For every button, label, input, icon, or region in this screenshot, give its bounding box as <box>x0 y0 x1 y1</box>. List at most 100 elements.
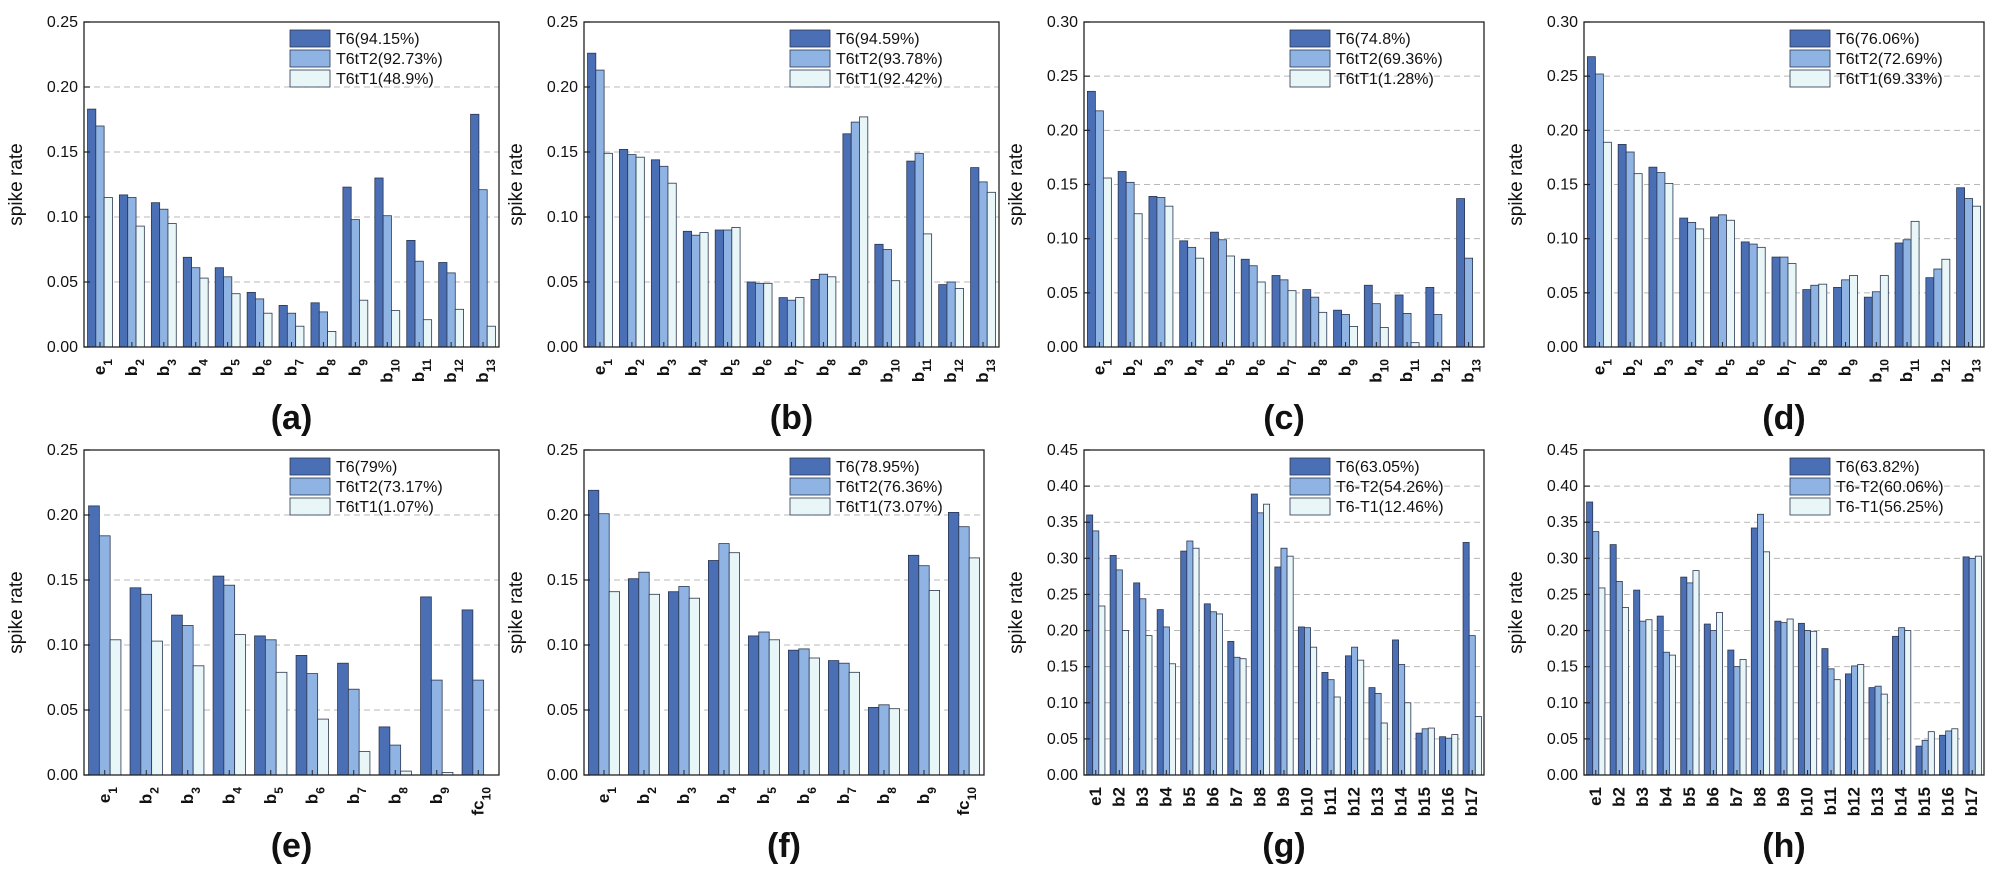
y-tick-label: 0.05 <box>47 702 78 719</box>
y-tick-label: 0.45 <box>1047 442 1078 459</box>
bar-t6 <box>1710 216 1719 348</box>
y-tick-label: 0.10 <box>1547 695 1578 712</box>
bar-t6 <box>650 159 661 348</box>
bar-t6 <box>1392 639 1399 776</box>
bar-t2 <box>1709 630 1717 776</box>
bar-t1 <box>648 593 661 776</box>
x-tick-label: b7 <box>1227 787 1246 807</box>
bar-t2 <box>918 565 930 776</box>
bar-t2 <box>1964 198 1974 348</box>
x-tick-label: b4 <box>1656 786 1675 806</box>
bar-t2 <box>1810 284 1820 348</box>
bar-t2 <box>1310 296 1320 348</box>
panel-label: (a) <box>271 399 313 437</box>
bar-t2 <box>1827 668 1835 776</box>
bar-t1 <box>1121 630 1129 776</box>
x-tick-label: b13 <box>1459 359 1484 383</box>
bar-t2 <box>1156 197 1166 348</box>
legend-entry: T6(63.82%) <box>1836 459 1920 476</box>
bar-t6 <box>1656 615 1664 776</box>
bar-t6 <box>1363 284 1373 348</box>
x-tick-label: b9 <box>1274 787 1293 807</box>
x-tick-label: b9 <box>845 359 870 376</box>
x-tick-label: e1 <box>1586 787 1605 806</box>
x-tick-label: b10 <box>1298 787 1317 816</box>
bar-t6 <box>1180 550 1188 776</box>
legend-entry: T6tT2(69.36%) <box>1336 51 1443 68</box>
legend-entry: T6-T1(56.25%) <box>1836 499 1944 516</box>
x-tick-label: e1 <box>1086 787 1105 806</box>
bar-t1 <box>1941 258 1951 348</box>
x-tick-label: b6 <box>750 359 775 376</box>
y-tick-label: 0.05 <box>547 274 578 291</box>
bar-t6 <box>310 302 320 348</box>
bar-t6 <box>778 297 788 348</box>
x-tick-label: b9 <box>427 787 452 804</box>
bar-t6 <box>295 655 308 776</box>
x-tick-label: b3 <box>1133 787 1152 807</box>
legend-entry: T6tT2(93.78%) <box>836 51 943 68</box>
bar-t6 <box>1439 736 1447 776</box>
bar-t1 <box>486 325 496 348</box>
bar-t1 <box>1849 275 1858 348</box>
bar-t6 <box>1727 649 1735 776</box>
bar-t2 <box>1445 737 1453 776</box>
x-tick-label: b9 <box>1836 359 1861 376</box>
bar-t6 <box>842 133 852 348</box>
bar-t6 <box>1203 603 1211 776</box>
bar-t2 <box>191 267 201 348</box>
x-tick-label: b17 <box>1462 787 1481 816</box>
x-tick-label: b6 <box>794 787 819 804</box>
bar-t2 <box>1968 557 1976 776</box>
x-tick-label: b3 <box>1633 787 1652 807</box>
bar-t1 <box>1451 734 1459 776</box>
bar-t2 <box>1115 569 1123 776</box>
legend-swatch-t2 <box>289 49 331 68</box>
legend-swatch-t2 <box>789 49 831 68</box>
bar-t6 <box>337 662 349 776</box>
bar-t6 <box>470 113 480 348</box>
x-tick-label: b3 <box>654 359 679 376</box>
bar-t1 <box>1192 547 1200 776</box>
bar-t6 <box>708 560 720 776</box>
x-tick-label: b13 <box>1959 359 1984 383</box>
bar-t1 <box>1379 327 1389 348</box>
bar-t2 <box>181 625 194 776</box>
x-tick-label: b3 <box>1651 359 1676 376</box>
bar-t2 <box>758 631 770 776</box>
legend-swatch-t6 <box>1289 29 1331 48</box>
bar-t6 <box>1633 589 1641 776</box>
legend-swatch-t1 <box>1789 497 1831 516</box>
bar-t2 <box>1233 656 1241 776</box>
bar-t1 <box>1349 326 1358 348</box>
x-tick-label: b3 <box>1151 359 1176 376</box>
bar-t1 <box>1621 607 1629 776</box>
bar-t1 <box>1133 213 1143 348</box>
bar-t2 <box>1902 239 1912 348</box>
bar-t6 <box>1297 626 1305 776</box>
panel-label: (f) <box>767 827 801 865</box>
bar-t6 <box>908 554 920 776</box>
bar-t6 <box>1333 309 1342 348</box>
panel-label: (e) <box>271 827 313 865</box>
x-tick-label: b10 <box>877 359 902 383</box>
bar-t1 <box>1692 570 1700 776</box>
bar-t1 <box>922 233 933 348</box>
x-tick-label: b11 <box>409 359 434 382</box>
panel-label: (b) <box>770 399 813 437</box>
y-tick-label: 0.25 <box>547 442 578 459</box>
x-tick-label: b12 <box>941 359 966 383</box>
bar-t1 <box>1972 205 1982 348</box>
x-tick-label: b7 <box>782 359 807 376</box>
bar-t2 <box>1304 627 1311 776</box>
bar-t1 <box>1927 731 1935 776</box>
bar-t6 <box>1925 277 1935 348</box>
x-tick-label: b6 <box>1703 787 1722 807</box>
bar-t2 <box>1871 291 1881 348</box>
legend-swatch-t2 <box>1289 49 1331 68</box>
x-tick-label: e1 <box>1089 359 1114 375</box>
legend-swatch-t2 <box>789 477 831 496</box>
bar-t1 <box>1098 605 1106 776</box>
y-tick-label: 0.15 <box>547 144 578 161</box>
bar-t1 <box>928 590 941 776</box>
